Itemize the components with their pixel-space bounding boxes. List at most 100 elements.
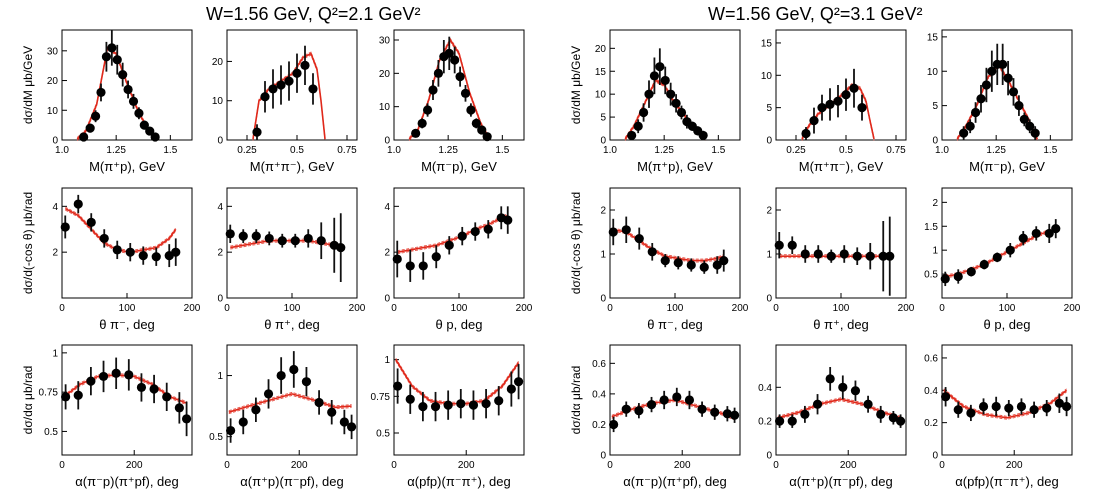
data-point — [660, 256, 670, 266]
x-tick-label: 0.5 — [290, 145, 304, 156]
data-point — [301, 377, 312, 387]
plot-frame — [226, 29, 358, 141]
data-point — [503, 215, 513, 225]
data-point — [162, 392, 172, 402]
data-point — [978, 401, 989, 412]
y-tick-label: 0.2 — [924, 418, 938, 429]
data-point — [876, 409, 886, 419]
data-point — [101, 52, 112, 62]
data-point — [809, 115, 819, 126]
data-point — [107, 43, 117, 53]
y-tick-label: 0.75 — [39, 388, 59, 399]
x-tick-label: 0.75 — [337, 145, 357, 156]
chart-panel-7: 0 100 200 2 4 θ π⁻, deg dσ/d(-cos θ) μb/rad — [21, 187, 201, 332]
x-axis-label: M(π⁺p), GeV — [89, 159, 165, 174]
plot-frame — [226, 344, 358, 456]
data-point — [941, 392, 951, 402]
data-point — [895, 416, 906, 426]
data-point — [698, 130, 708, 141]
y-tick-label: 5 — [932, 101, 938, 112]
data-point — [433, 68, 444, 78]
model-curve — [801, 82, 875, 138]
data-point — [346, 422, 357, 432]
x-tick-label: 200 — [126, 460, 143, 471]
x-axis-label: θ p, deg — [984, 317, 1031, 332]
y-tick-label: 20 — [379, 69, 391, 80]
data-point — [686, 260, 696, 270]
data-point — [139, 120, 149, 130]
data-point — [722, 409, 732, 419]
data-point — [826, 251, 836, 261]
data-point — [123, 84, 133, 95]
x-axis-label: α(pfp)(π⁻π⁺), deg — [407, 474, 510, 489]
data-point — [672, 392, 682, 402]
data-point — [1014, 101, 1024, 111]
data-point — [468, 400, 479, 410]
y-tick-label: 30 — [47, 46, 59, 57]
y-axis-label: dσ/d(-cos θ) μb/rad — [569, 192, 583, 294]
y-tick-label: 0 — [766, 294, 772, 305]
model-curve — [613, 227, 724, 260]
data-point — [471, 118, 481, 128]
data-point — [634, 234, 644, 244]
model-curve — [230, 241, 341, 250]
data-point — [417, 118, 427, 128]
model-curve — [943, 389, 1068, 419]
y-tick-label: 1 — [932, 246, 938, 257]
data-point — [96, 87, 106, 98]
data-point — [456, 399, 466, 409]
x-tick-label: 100 — [451, 303, 468, 314]
data-point — [609, 419, 619, 430]
data-point — [73, 390, 83, 400]
model-curve — [228, 391, 352, 412]
data-point — [850, 386, 861, 396]
data-point — [987, 66, 997, 76]
y-tick-label: 0.75 — [371, 392, 391, 403]
data-point — [1044, 228, 1054, 239]
x-tick-label: 0 — [59, 460, 65, 471]
data-point — [825, 374, 835, 384]
data-point — [1051, 224, 1061, 234]
data-point — [966, 267, 976, 277]
data-point — [111, 368, 121, 378]
y-tick-label: 1 — [384, 355, 390, 366]
x-tick-label: 0 — [939, 303, 945, 314]
x-axis-label: θ π⁻, deg — [647, 317, 703, 332]
x-tick-label: 0 — [773, 303, 779, 314]
data-point — [444, 240, 454, 250]
y-tick-label: 0 — [217, 136, 223, 147]
data-point — [149, 384, 159, 394]
data-point — [314, 397, 324, 408]
x-tick-label: 200 — [674, 460, 691, 471]
chart-panel-14: 0 200 0.5 1 α(π⁺p)(π⁻pf), deg — [209, 344, 358, 489]
data-point — [276, 80, 286, 90]
data-point — [979, 259, 989, 270]
data-point — [838, 382, 848, 392]
x-axis-label: α(π⁻p)(π⁺pf), deg — [623, 474, 726, 489]
data-point — [1029, 405, 1039, 415]
data-point — [483, 224, 493, 234]
data-point — [125, 247, 135, 257]
y-tick-label: 0.6 — [924, 353, 938, 364]
data-point — [430, 402, 441, 412]
y-tick-label: 0 — [600, 136, 606, 147]
data-point — [787, 416, 797, 426]
data-point — [428, 85, 438, 95]
y-tick-label: 0.5 — [376, 429, 390, 440]
data-point — [992, 252, 1002, 262]
y-tick-label: 2 — [217, 248, 223, 259]
x-axis-label: M(π⁺p), GeV — [637, 159, 713, 174]
x-tick-label: 1.5 — [163, 145, 177, 156]
data-point — [85, 123, 95, 133]
x-axis-label: α(pfp)(π⁻π⁺), deg — [955, 474, 1058, 489]
data-point — [638, 107, 649, 118]
data-point — [174, 403, 184, 413]
data-point — [953, 405, 963, 415]
data-point — [264, 233, 274, 244]
x-tick-label: 100 — [667, 303, 684, 314]
y-tick-label: 4 — [217, 202, 223, 213]
chart-panel-18: 0 200 0 0.2 0.4 0.6 α(pfp)(π⁻π⁺), deg — [924, 344, 1073, 489]
model-curve — [395, 357, 519, 403]
data-point — [1008, 87, 1019, 97]
